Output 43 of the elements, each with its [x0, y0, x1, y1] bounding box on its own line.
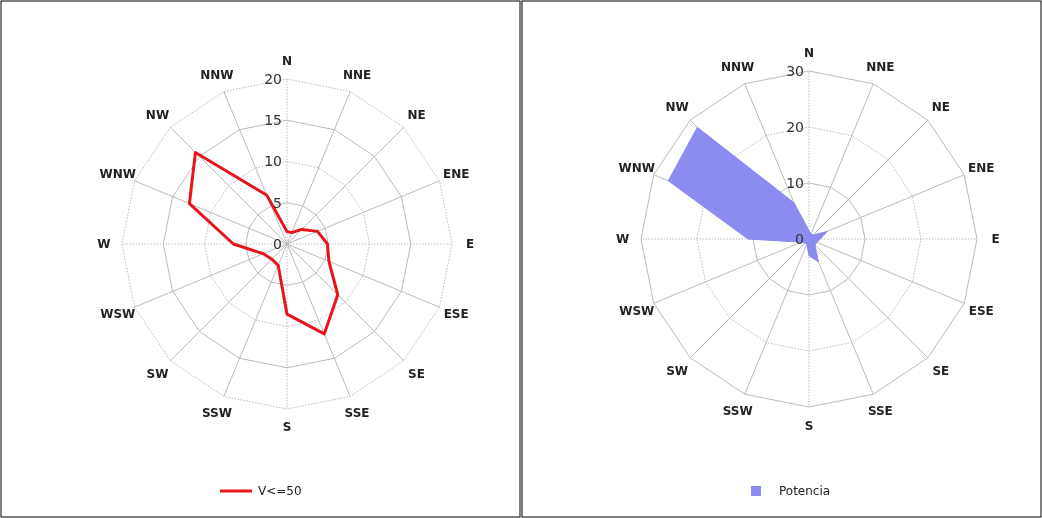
- spoke-label: N: [281, 54, 293, 69]
- spoke-label: SW: [666, 364, 689, 379]
- spoke-label: NNE: [866, 59, 895, 74]
- spoke-label: E: [466, 237, 475, 252]
- y-tick-label: 30: [786, 62, 804, 79]
- spoke-label: SSE: [344, 406, 370, 421]
- y-tick-label: 0: [273, 235, 282, 252]
- spoke-label: WNW: [99, 167, 137, 182]
- y-tick-label: 10: [264, 153, 282, 170]
- y-tick-label: 20: [264, 70, 282, 87]
- spoke-label: NW: [665, 100, 689, 115]
- spoke-label: NNE: [342, 67, 372, 82]
- y-tick-label: 10: [786, 174, 804, 191]
- spoke-label: NE: [407, 107, 426, 122]
- spoke-label: SW: [146, 366, 169, 381]
- spoke-label: ESE: [443, 307, 469, 322]
- spoke-label: S: [804, 418, 814, 433]
- spoke-label: WNW: [618, 160, 655, 175]
- spoke-label: N: [803, 45, 815, 60]
- spoke-label: WSW: [619, 303, 655, 318]
- spoke-label: SSE: [867, 404, 893, 419]
- spoke-label: SE: [408, 366, 425, 381]
- legend-label: V<=50: [258, 484, 302, 499]
- spoke-label: W: [97, 237, 111, 252]
- spoke-label: W: [615, 232, 630, 247]
- spoke-label: ENE: [968, 160, 995, 175]
- spoke-label: NNW: [720, 59, 755, 74]
- legend-label: Potencia: [779, 484, 831, 499]
- spoke-label: WSW: [100, 307, 136, 322]
- y-tick-label: 5: [273, 194, 282, 211]
- y-tick-label: 0: [795, 230, 804, 247]
- spoke-label: S: [282, 420, 292, 435]
- spoke-label: ESE: [968, 303, 994, 318]
- y-tick-label: 15: [264, 112, 282, 129]
- spoke-label: SE: [932, 364, 950, 379]
- spoke-label: NNW: [200, 67, 234, 82]
- spoke-label: E: [991, 232, 1000, 247]
- y-tick-label: 20: [786, 118, 804, 135]
- spoke-label: NW: [145, 107, 170, 122]
- spoke-label: NE: [931, 100, 950, 115]
- spoke-label: SSW: [201, 406, 232, 421]
- spoke-label: ENE: [442, 167, 470, 182]
- spoke-label: SSW: [722, 404, 753, 419]
